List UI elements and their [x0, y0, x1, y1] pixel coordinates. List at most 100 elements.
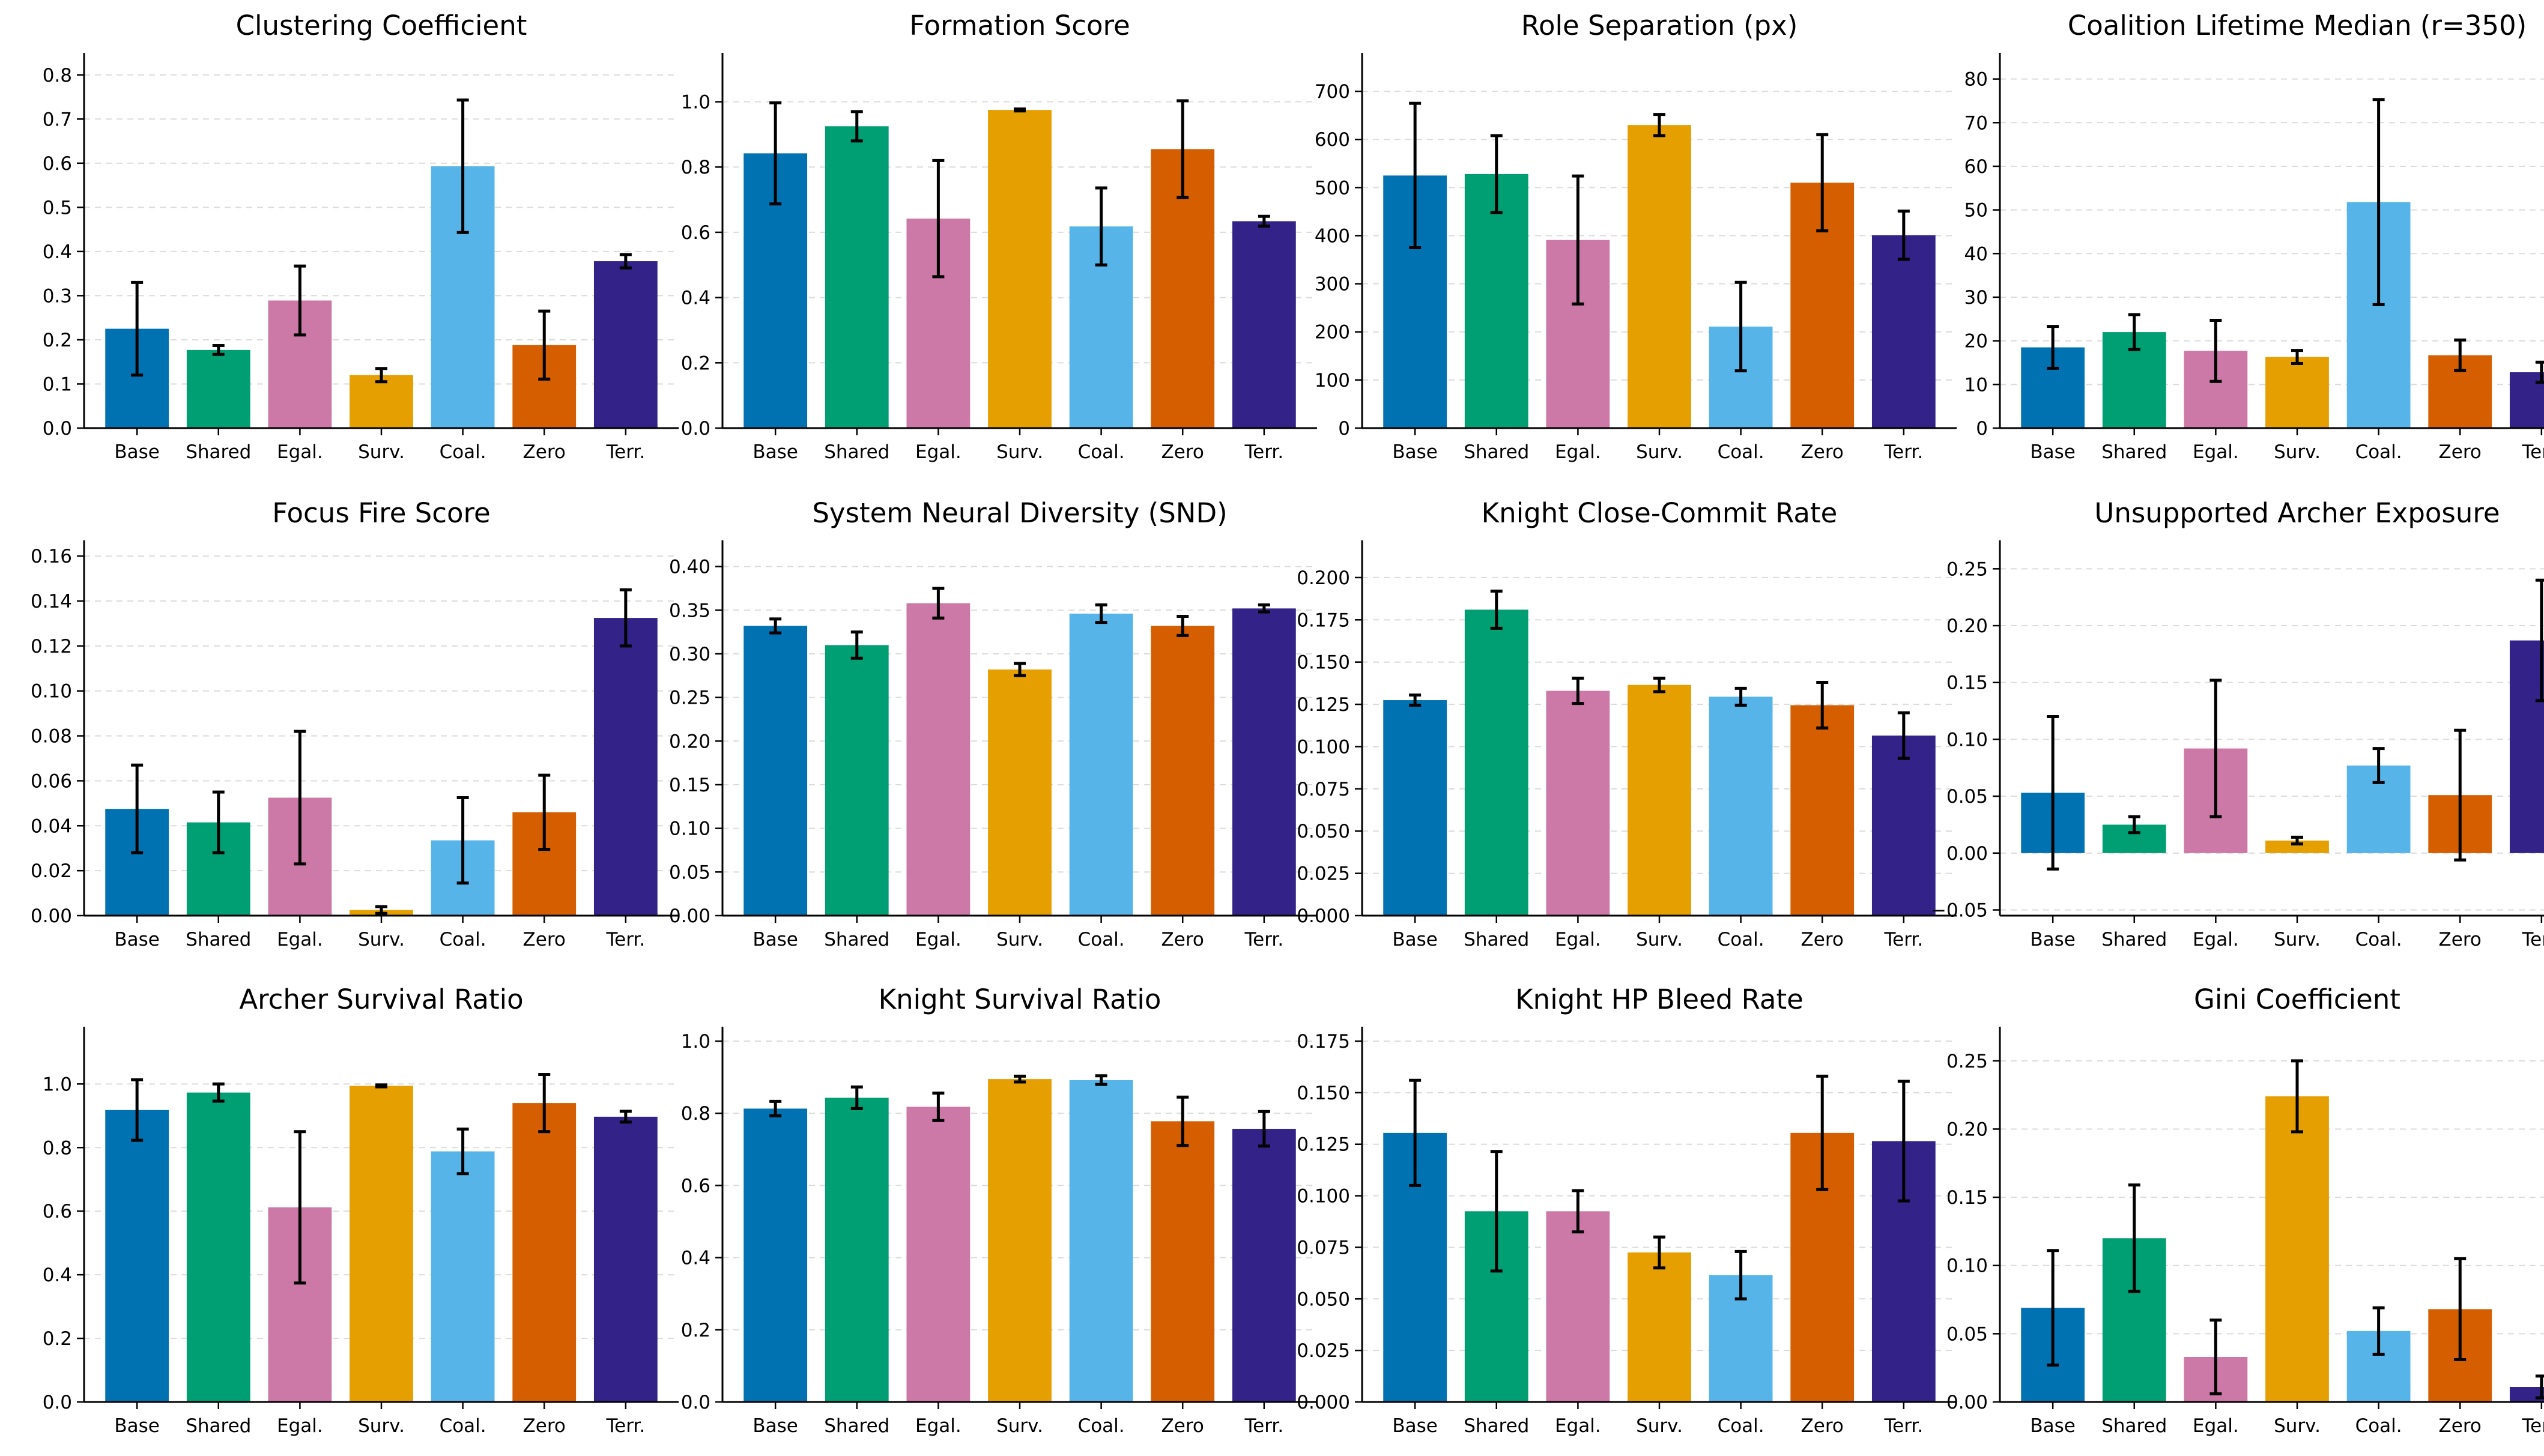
x-tick-label: Surv.	[358, 441, 405, 463]
x-tick-label: Shared	[824, 929, 889, 950]
x-tick-label: Egal.	[277, 441, 323, 463]
y-tick-label: 0.6	[681, 222, 710, 244]
x-tick-label: Egal.	[277, 929, 323, 950]
y-tick-label: 0.8	[681, 157, 710, 178]
y-tick-label: 10	[1964, 374, 1988, 396]
y-tick-label: 0.15	[1946, 672, 1988, 694]
y-tick-label: 0.25	[669, 687, 710, 709]
x-tick-label: Egal.	[277, 1415, 323, 1437]
y-tick-label: 0.2	[681, 352, 710, 374]
y-tick-label: 100	[1315, 370, 1350, 391]
x-tick-label: Surv.	[996, 1415, 1043, 1437]
bar-surv	[2265, 841, 2329, 853]
chart-panel-knight-hp-bleed-rate: Knight HP Bleed Rate 0.000 0.025 0.050 0.075…	[1297, 983, 1957, 1437]
x-tick-label: Zero	[1161, 441, 1204, 463]
x-tick-label: Zero	[2439, 1415, 2482, 1437]
x-tick-label: Shared	[1464, 441, 1529, 463]
y-tick-label: 0.1	[43, 373, 72, 395]
x-tick-label: Coal.	[1078, 929, 1125, 950]
y-tick-label: 0.6	[43, 153, 72, 175]
x-tick-label: Base	[114, 929, 160, 950]
bar-terr	[1232, 1129, 1296, 1402]
y-tick-label: 0.12	[31, 636, 72, 657]
x-tick-label: Zero	[1161, 929, 1204, 950]
y-tick-label: 0.40	[669, 557, 710, 578]
x-tick-label: Zero	[1801, 1415, 1844, 1437]
x-tick-label: Base	[753, 929, 798, 950]
bar-surv	[2265, 1096, 2329, 1402]
y-tick-label: 0.30	[669, 644, 710, 665]
y-tick-label: 0.00	[669, 905, 710, 927]
y-tick-label: 0.06	[31, 770, 72, 792]
x-tick-label: Coal.	[2355, 441, 2402, 463]
bar-terr	[2509, 372, 2544, 428]
chart-title: Focus Fire Score	[272, 497, 490, 529]
y-tick-label: 1.0	[681, 1031, 710, 1053]
chart-panel-system-neural-diversity-snd: System Neural Diversity (SND) 0.00 0.05 0.1…	[669, 497, 1317, 950]
bar-surv	[2265, 357, 2329, 428]
x-tick-label: Shared	[1464, 1415, 1529, 1437]
y-tick-label: 0.2	[43, 1328, 72, 1350]
bar-shared	[825, 645, 889, 916]
x-tick-label: Surv.	[996, 441, 1043, 463]
x-tick-label: Surv.	[1636, 441, 1683, 463]
x-tick-label: Egal.	[915, 1415, 962, 1437]
x-tick-label: Terr.	[605, 929, 645, 950]
x-tick-label: Surv.	[2274, 441, 2321, 463]
bar-coal	[1069, 614, 1133, 916]
x-tick-label: Zero	[2439, 929, 2482, 950]
x-tick-label: Zero	[1801, 929, 1844, 950]
y-tick-label: −0.05	[1931, 900, 1988, 922]
y-tick-label: 0.050	[1297, 821, 1350, 842]
y-tick-label: 0.025	[1297, 1340, 1350, 1362]
x-tick-label: Base	[1392, 1415, 1438, 1437]
bar-terr	[2509, 1387, 2544, 1402]
bar-shared	[1464, 174, 1528, 428]
y-tick-label: 0.15	[1946, 1187, 1988, 1209]
bar-surv	[1628, 125, 1691, 428]
bar-terr	[2509, 640, 2544, 853]
x-tick-label: Base	[1392, 441, 1438, 463]
y-tick-label: 0.7	[43, 109, 72, 130]
y-tick-label: 0.050	[1297, 1288, 1350, 1310]
x-tick-label: Shared	[186, 929, 251, 950]
bar-terr	[1232, 221, 1296, 428]
x-tick-label: Coal.	[1078, 441, 1125, 463]
y-tick-label: 0.35	[669, 600, 710, 621]
y-tick-label: 0.14	[31, 591, 72, 612]
y-tick-label: 0.125	[1297, 1134, 1350, 1156]
x-tick-label: Surv.	[358, 1415, 405, 1437]
x-tick-label: Terr.	[2521, 929, 2544, 950]
y-tick-label: 0.05	[669, 862, 710, 883]
bar-coal	[1709, 696, 1773, 916]
y-tick-label: 0.2	[681, 1320, 710, 1341]
y-tick-label: 0.8	[43, 1137, 72, 1159]
x-tick-label: Zero	[1161, 1415, 1204, 1437]
x-tick-label: Base	[114, 441, 160, 463]
x-tick-label: Egal.	[1555, 441, 1601, 463]
x-tick-label: Shared	[186, 1415, 251, 1437]
y-tick-label: 0.8	[681, 1103, 710, 1125]
y-tick-label: 0.100	[1297, 736, 1350, 758]
y-tick-label: 60	[1964, 156, 1988, 178]
x-tick-label: Surv.	[1636, 929, 1683, 950]
x-tick-label: Egal.	[2193, 441, 2239, 463]
x-tick-label: Base	[2030, 441, 2076, 463]
x-tick-label: Base	[1392, 929, 1438, 950]
chart-panel-knight-survival-ratio: Knight Survival Ratio 0.0 0.2 0.4 0.6 0.8 1.0 B…	[681, 983, 1317, 1437]
x-tick-label: Terr.	[1883, 1415, 1923, 1437]
x-tick-label: Zero	[1801, 441, 1844, 463]
chart-panel-knight-close-commit-rate: Knight Close-Commit Rate 0.000 0.025 0.050 0…	[1297, 497, 1957, 950]
y-tick-label: 0.00	[31, 905, 72, 927]
y-tick-label: 0.200	[1297, 567, 1350, 589]
bar-shared	[825, 1098, 889, 1402]
x-tick-label: Coal.	[1718, 1415, 1764, 1437]
x-tick-label: Coal.	[2355, 929, 2402, 950]
y-tick-label: 0.0	[43, 1392, 72, 1413]
bar-base	[744, 1108, 808, 1402]
y-tick-label: 0.25	[1946, 558, 1988, 580]
bar-surv	[350, 375, 413, 428]
y-tick-label: 0.16	[31, 546, 72, 567]
chart-title: Coalition Lifetime Median (r=350)	[2068, 10, 2527, 41]
x-tick-label: Zero	[523, 1415, 566, 1437]
